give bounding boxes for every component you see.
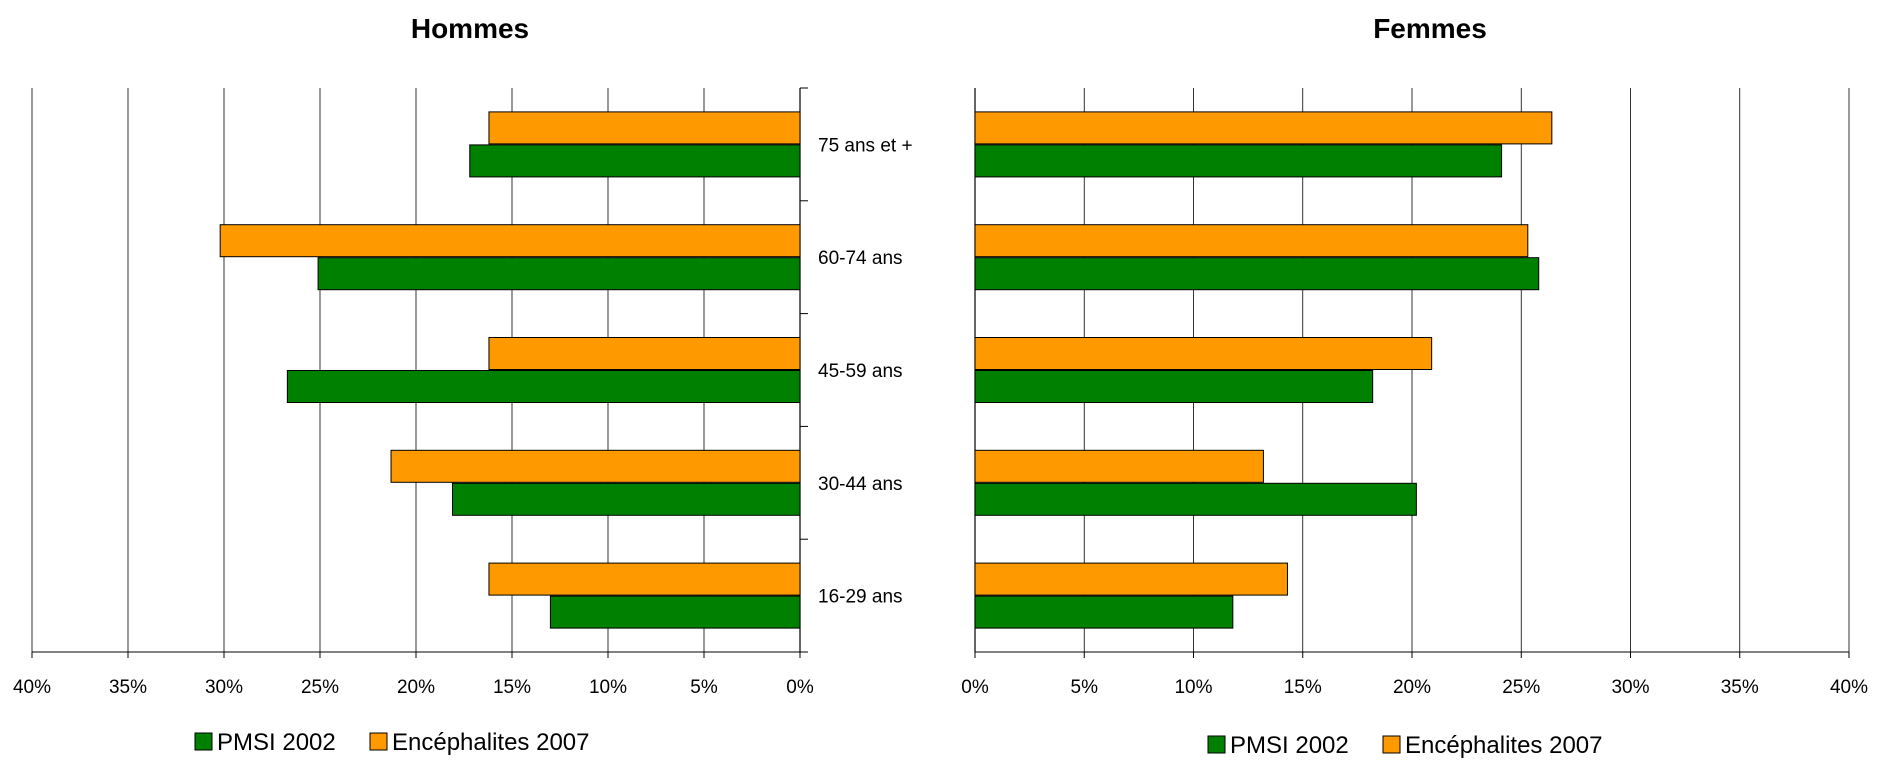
bar-pmsi-2002 bbox=[549, 595, 801, 629]
x-tick-label: 0% bbox=[961, 677, 989, 698]
legend-swatch bbox=[1382, 735, 1401, 754]
bar-encephalites-2007 bbox=[488, 337, 801, 370]
bar-pmsi-2002 bbox=[451, 482, 801, 516]
x-tick-label: 35% bbox=[109, 677, 147, 698]
bar-encephalites-2007 bbox=[488, 111, 801, 145]
x-tick-label: 40% bbox=[13, 677, 51, 698]
x-tick-label: 20% bbox=[397, 677, 435, 698]
x-tick-label: 10% bbox=[589, 677, 627, 698]
bar-pmsi-2002 bbox=[974, 370, 1374, 403]
category-label: 45-59 ans bbox=[818, 361, 903, 382]
bar-encephalites-2007 bbox=[390, 449, 801, 483]
bar-pmsi-2002 bbox=[974, 482, 1417, 516]
x-tick-label: 5% bbox=[1071, 677, 1099, 698]
bar-pmsi-2002 bbox=[286, 370, 801, 403]
legend-label: PMSI 2002 bbox=[1230, 732, 1349, 759]
x-tick-label: 15% bbox=[1284, 677, 1322, 698]
bar-encephalites-2007 bbox=[974, 337, 1433, 370]
bar-encephalites-2007 bbox=[974, 111, 1553, 145]
bar-encephalites-2007 bbox=[974, 562, 1288, 596]
x-tick-label: 25% bbox=[1502, 677, 1540, 698]
x-tick-label: 15% bbox=[493, 677, 531, 698]
x-tick-label: 10% bbox=[1174, 677, 1212, 698]
bar-pmsi-2002 bbox=[469, 144, 801, 178]
legend-swatch bbox=[1207, 735, 1226, 754]
bar-pmsi-2002 bbox=[317, 257, 801, 291]
bar-encephalites-2007 bbox=[974, 449, 1264, 483]
chart-title: Femmes bbox=[1373, 13, 1487, 44]
bar-pmsi-2002 bbox=[974, 257, 1540, 291]
bar-encephalites-2007 bbox=[974, 224, 1529, 258]
category-label: 75 ans et + bbox=[818, 135, 913, 156]
legend-swatch bbox=[369, 732, 388, 751]
bar-encephalites-2007 bbox=[488, 562, 801, 596]
x-tick-label: 25% bbox=[301, 677, 339, 698]
x-tick-label: 30% bbox=[1611, 677, 1649, 698]
x-tick-label: 0% bbox=[786, 677, 814, 698]
legend-swatch bbox=[194, 732, 213, 751]
category-label: 60-74 ans bbox=[818, 248, 903, 269]
bar-encephalites-2007 bbox=[219, 224, 801, 258]
x-tick-label: 35% bbox=[1721, 677, 1759, 698]
category-label: 30-44 ans bbox=[818, 474, 903, 495]
legend-label: Encéphalites 2007 bbox=[1405, 732, 1602, 759]
bar-pmsi-2002 bbox=[974, 595, 1234, 629]
x-tick-label: 5% bbox=[690, 677, 718, 698]
legend-label: PMSI 2002 bbox=[217, 729, 336, 756]
bar-pmsi-2002 bbox=[974, 144, 1503, 178]
x-tick-label: 40% bbox=[1830, 677, 1868, 698]
x-tick-label: 30% bbox=[205, 677, 243, 698]
x-tick-label: 20% bbox=[1393, 677, 1431, 698]
legend-label: Encéphalites 2007 bbox=[392, 729, 589, 756]
chart-title: Hommes bbox=[411, 13, 529, 44]
category-label: 16-29 ans bbox=[818, 587, 903, 608]
